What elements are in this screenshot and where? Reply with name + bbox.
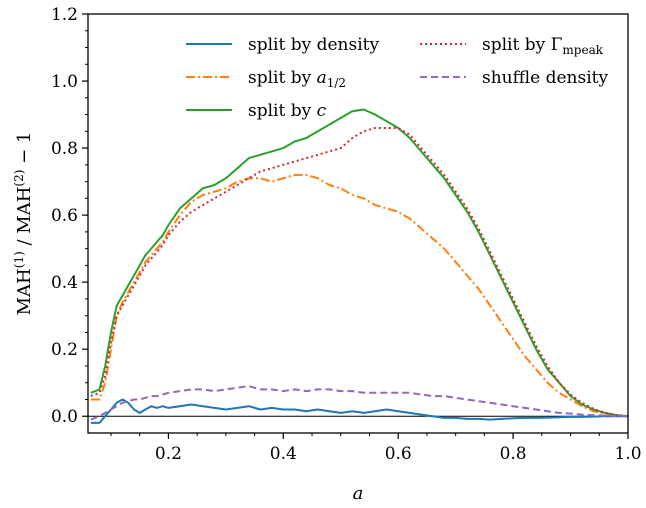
y-tick-label: 0.4 <box>51 273 78 293</box>
x-tick-label: 0.4 <box>270 444 297 464</box>
y-axis: 0.0 0.2 0.4 0.6 0.8 1.0 1.2 <box>51 5 88 427</box>
series-line-3 <box>90 108 629 418</box>
y-tick-label: 1.0 <box>51 72 78 92</box>
x-tick-label: 0.2 <box>155 444 182 464</box>
x-tick-label: 0.8 <box>500 444 527 464</box>
x-axis-label: a <box>353 483 364 504</box>
series-line-2 <box>90 173 629 418</box>
y-tick-label: 0.6 <box>51 206 78 226</box>
plot-frame <box>87 13 629 434</box>
y-tick-label: 0.8 <box>51 139 78 159</box>
series-line-5 <box>90 385 629 421</box>
legend-label-5: shuffle density <box>482 68 608 88</box>
series-line-1 <box>90 398 628 424</box>
legend-label-2: split by a1/2 <box>248 68 346 90</box>
y-axis-label: MAH(1) / MAH(2) − 1 <box>12 132 35 316</box>
x-tick-label: 0.6 <box>385 444 412 464</box>
x-axis: 0.2 0.4 0.6 0.8 1.0 <box>110 433 642 464</box>
series-layer <box>90 108 629 424</box>
legend-label-3: split by c <box>248 101 327 121</box>
x-tick-label: 1.0 <box>614 444 641 464</box>
legend-label-1: split by density <box>248 35 379 55</box>
y-tick-label: 0.0 <box>51 407 78 427</box>
y-tick-label: 0.2 <box>51 340 78 360</box>
series-line-4 <box>90 127 629 418</box>
y-tick-label: 1.2 <box>51 5 78 25</box>
legend: split by density split by a1/2 split by c s… <box>186 35 608 121</box>
legend-label-4: split by Γmpeak <box>482 35 604 57</box>
